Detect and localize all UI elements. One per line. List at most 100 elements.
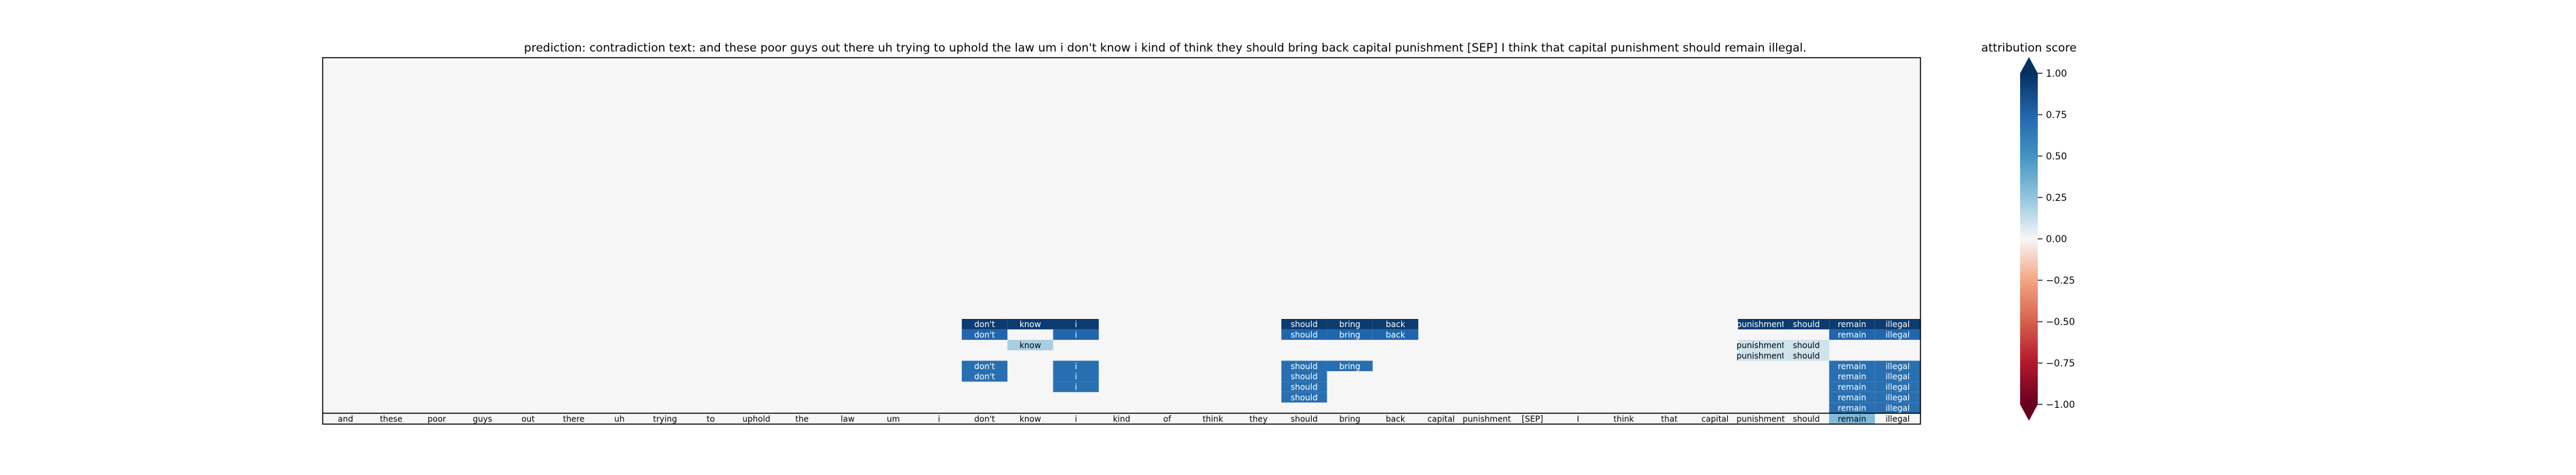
cell-label: should [1291, 362, 1318, 371]
cell-label: illegal [1885, 362, 1910, 371]
cell-label: punishment [1737, 351, 1786, 360]
cell-label: should [1291, 393, 1318, 402]
token-tick-label: these [380, 415, 402, 424]
cell-label: back [1386, 320, 1405, 329]
heatmap-cell [1783, 319, 1830, 330]
token-tick-label: should [1793, 415, 1820, 424]
token-tick-label: I [1577, 415, 1579, 424]
heatmap-cell [1874, 392, 1920, 403]
cell-label: should [1291, 383, 1318, 392]
token-tick-label: punishment [1737, 415, 1786, 424]
colorbar-bottom-extend [2020, 404, 2038, 421]
heatmap-cell [1874, 381, 1920, 392]
heatmap-cell [961, 319, 1008, 330]
heatmap-cell [1053, 371, 1099, 382]
cell-label: illegal [1885, 383, 1910, 392]
heatmap-cell [1737, 319, 1784, 330]
heatmap-cell [1372, 319, 1419, 330]
heatmap-cell [1281, 392, 1327, 403]
heatmap-cell [1281, 360, 1327, 371]
heatmap-cell [1874, 402, 1920, 413]
heatmap-cell [1281, 329, 1327, 340]
token-tick-label: of [1163, 415, 1171, 424]
cell-label: don't [974, 330, 995, 340]
cell-label: don't [974, 320, 995, 329]
cell-label: illegal [1885, 330, 1910, 340]
heatmap-cell [961, 371, 1008, 382]
cell-label: illegal [1885, 320, 1910, 329]
heatmap-cell [1053, 381, 1099, 392]
cell-label: punishment [1737, 320, 1786, 329]
colorbar-top-extend [2020, 57, 2038, 73]
plot-frame [322, 57, 1921, 425]
token-tick-label: [SEP] [1522, 415, 1544, 424]
cell-label: illegal [1885, 372, 1910, 381]
token-tick-label: the [795, 415, 809, 424]
token-tick-label: kind [1113, 415, 1131, 424]
heatmap-cell [1874, 329, 1920, 340]
colorbar-label: attribution score [1981, 41, 2077, 55]
token-axis: and these poor guys out there uh trying to uphold… [323, 413, 1920, 424]
cell-label: illegal [1885, 393, 1910, 402]
token-tick-label: i [938, 415, 940, 424]
cell-label: should [1291, 372, 1318, 381]
token-tick-label: back [1386, 415, 1405, 424]
heatmap-cell [1783, 350, 1830, 361]
token-tick-label: bring [1340, 415, 1361, 424]
token-tick-label: to [706, 415, 715, 424]
cell-label: i [1074, 362, 1076, 371]
cell-label: bring [1340, 362, 1361, 371]
heatmap-cell [1327, 319, 1373, 330]
heatmap-cell [1829, 329, 1875, 340]
heatmap-cell [1372, 329, 1419, 340]
token-tick-label: think [1613, 415, 1634, 424]
heatmap-cell [1053, 329, 1099, 340]
token-tick-label: um [887, 415, 900, 424]
cell-label: bring [1340, 320, 1361, 329]
cell-label: remain [1838, 372, 1866, 381]
colorbar-tick-label: −0.25 [2046, 276, 2075, 286]
token-tick-label: trying [653, 415, 677, 424]
heatmap-cell [1829, 392, 1875, 403]
cell-label: i [1074, 372, 1076, 381]
heatmap-cell [1874, 371, 1920, 382]
cell-label: should [1793, 351, 1820, 360]
token-tick-label: uphold [742, 415, 770, 424]
heatmap-cell [1829, 371, 1875, 382]
cell-label: remain [1838, 330, 1866, 340]
token-tick-label: poor [428, 415, 446, 424]
token-tick-label: that [1661, 415, 1678, 424]
token-tick-label: i [1074, 415, 1076, 424]
colorbar-gradient [2020, 73, 2038, 404]
token-tick-label: punishment [1463, 415, 1512, 424]
heatmap-cell [1053, 319, 1099, 330]
cell-label: don't [974, 362, 995, 371]
heatmap-cell [1327, 360, 1373, 371]
token-tick-label: law [841, 415, 855, 424]
cell-label: remain [1838, 320, 1866, 329]
heatmap-cell [1829, 360, 1875, 371]
heatmap-cell [1829, 381, 1875, 392]
token-tick-label: think [1203, 415, 1223, 424]
token-tick-label: know [1020, 415, 1041, 424]
token-tick-label: capital [1428, 415, 1455, 424]
token-tick-label: and [338, 415, 353, 424]
cell-label: should [1291, 320, 1318, 329]
cell-label: punishment [1737, 341, 1786, 350]
chart-title: prediction: contradiction text: and thes… [524, 41, 1807, 55]
heatmap-cell [1281, 381, 1327, 392]
cell-label: should [1793, 320, 1820, 329]
heatmap-cell [1737, 339, 1784, 351]
cell-label: i [1074, 320, 1076, 329]
heatmap-cell [961, 360, 1008, 371]
token-tick-label: there [563, 415, 585, 424]
cell-label: back [1386, 330, 1405, 340]
colorbar-tick-label: −0.50 [2046, 317, 2075, 328]
heatmap-cell [961, 329, 1008, 340]
colorbar-tick-label: 0.50 [2046, 151, 2067, 162]
heatmap-cell [1737, 350, 1784, 361]
heatmap-cell [1053, 360, 1099, 371]
heatmap-cell [1874, 319, 1920, 330]
heatmap-cell [1829, 319, 1875, 330]
